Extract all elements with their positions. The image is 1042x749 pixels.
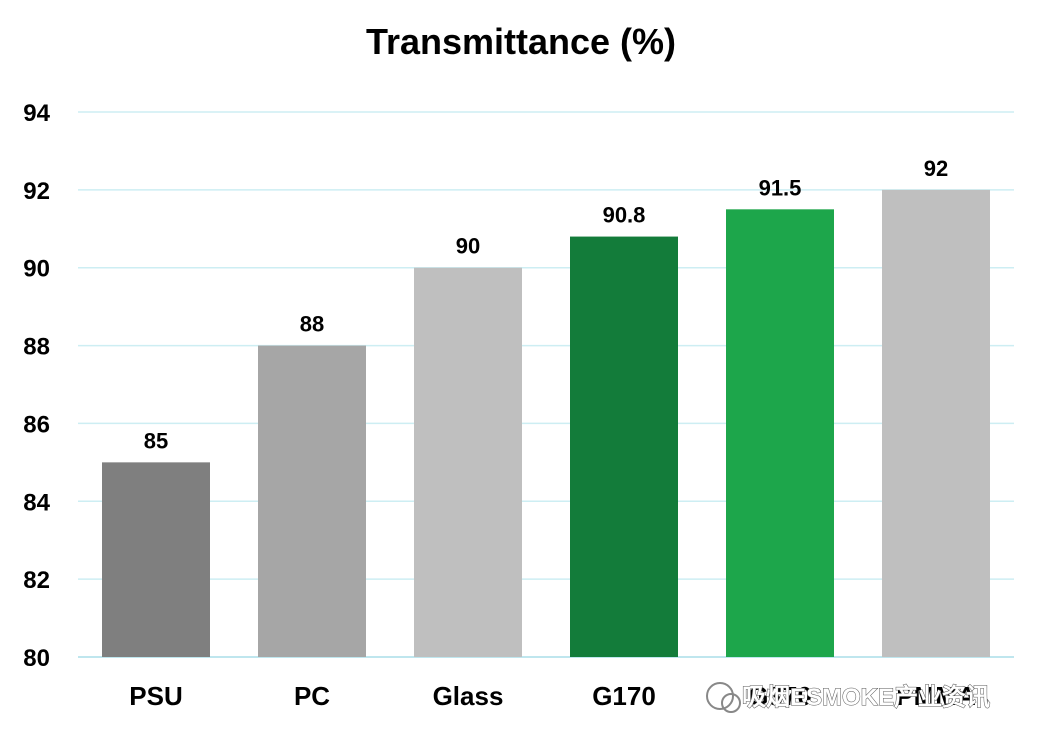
chart-title: Transmittance (%) <box>366 21 676 62</box>
x-tick-label-pc: PC <box>294 681 330 711</box>
watermark: 吸烟ESMOKE产业资讯 <box>706 682 991 713</box>
x-axis: PSU PC Glass G170 G370 PMMA <box>129 681 976 711</box>
x-tick-label-g370: G370 <box>748 681 812 711</box>
bar-pmma <box>882 189 990 657</box>
bar-g170 <box>570 236 678 658</box>
bar-g370 <box>726 209 834 658</box>
x-tick-label-glass: Glass <box>433 681 504 711</box>
data-label-pmma: 92 <box>924 156 948 181</box>
wechat-icon-inner <box>721 693 741 713</box>
y-tick-label: 88 <box>23 334 50 361</box>
data-label-pc: 88 <box>300 312 324 337</box>
data-label-g370: 91.5 <box>759 175 802 200</box>
y-tick-label: 84 <box>23 489 50 516</box>
data-label-psu: 85 <box>144 428 168 453</box>
x-tick-label-pmma: PMMA <box>896 681 976 711</box>
y-tick-label: 86 <box>23 411 50 438</box>
y-tick-label: 80 <box>23 645 50 672</box>
x-tick-label-g170: G170 <box>592 681 656 711</box>
bar-psu <box>102 462 210 657</box>
bars <box>102 189 990 658</box>
data-label-g170: 90.8 <box>603 203 646 228</box>
bar-glass <box>414 267 522 657</box>
x-tick-label-psu: PSU <box>129 681 182 711</box>
data-labels: 85 88 90 90.8 91.5 92 <box>144 156 948 454</box>
y-tick-label: 90 <box>23 256 50 283</box>
y-tick-label: 92 <box>23 178 50 205</box>
gridlines <box>78 111 1014 658</box>
bar-pc <box>258 345 366 657</box>
watermark-text: 吸烟ESMOKE产业资讯 <box>742 683 990 711</box>
y-axis: 80 82 84 86 88 90 92 94 <box>23 100 50 672</box>
y-tick-label: 94 <box>23 100 50 127</box>
y-tick-label: 82 <box>23 567 50 594</box>
data-label-glass: 90 <box>456 234 480 259</box>
wechat-icon <box>706 682 734 710</box>
